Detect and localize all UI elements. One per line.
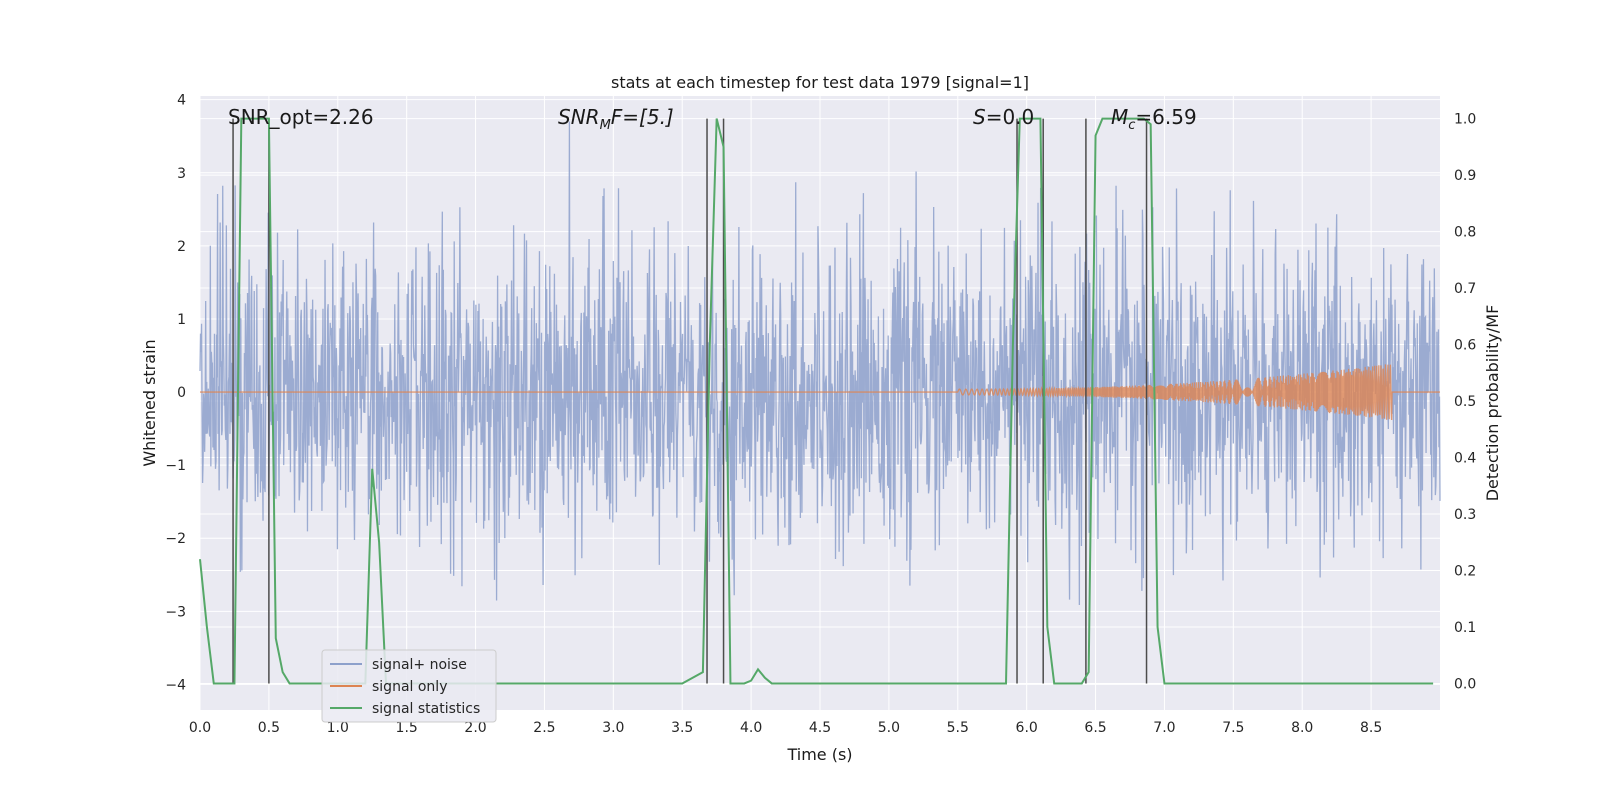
mc-value: =6.59 — [1135, 105, 1196, 129]
y-left-tick-label: 4 — [177, 93, 186, 109]
y-left-tick-label: −3 — [165, 604, 186, 620]
x-tick-label: 5.5 — [947, 720, 969, 736]
x-tick-label: 3.5 — [671, 720, 693, 736]
y-axis-right-label: Detection probability/MF — [1483, 305, 1502, 502]
y-right-tick-label: 0.7 — [1454, 281, 1476, 297]
annotation-s: S=0.0 — [973, 105, 1034, 129]
x-tick-label: 2.5 — [533, 720, 555, 736]
snr-mf-subscript: M — [600, 118, 611, 133]
snr-mf-symbol: SNR — [558, 105, 600, 129]
x-tick-label: 3.0 — [602, 720, 624, 736]
s-value: =0.0 — [986, 105, 1035, 129]
x-tick-label: 5.0 — [878, 720, 900, 736]
y-left-tick-label: −2 — [165, 531, 186, 547]
s-symbol: S — [973, 105, 986, 129]
y-right-tick-label: 1.0 — [1454, 112, 1476, 128]
x-tick-label: 4.0 — [740, 720, 762, 736]
y-left-tick-label: 3 — [177, 166, 186, 182]
y-left-tick-label: −4 — [165, 677, 186, 693]
x-tick-label: 4.5 — [809, 720, 831, 736]
series-signal-only — [200, 364, 1440, 421]
y-right-tick-label: 0.3 — [1454, 507, 1476, 523]
x-axis-label: Time (s) — [786, 745, 852, 764]
series-signal-statistics — [199, 117, 1434, 685]
x-tick-label: 8.5 — [1360, 720, 1382, 736]
annotation-snr-opt: SNR_opt=2.26 — [228, 105, 374, 129]
axes: 0.0 0.5 1.0 1.5 2.0 2.5 3.0 3.5 4.0 4.5 5.0 5.5 6.0 6… — [165, 93, 1476, 736]
x-tick-label: 7.5 — [1222, 720, 1244, 736]
y-right-tick-label: 0.4 — [1454, 451, 1476, 467]
y-right-tick-label: 0.8 — [1454, 225, 1476, 241]
series-signal-noise — [199, 121, 1441, 605]
snr-mf-value: F=[5.] — [611, 105, 674, 129]
annotation-mc: Mc=6.59 — [1111, 105, 1197, 133]
y-right-tick-label: 0.0 — [1454, 676, 1476, 692]
mc-symbol: M — [1111, 105, 1128, 129]
plot-area — [199, 117, 1441, 685]
y-right-tick-label: 0.5 — [1454, 394, 1476, 410]
y-right-tick-label: 0.9 — [1454, 168, 1476, 184]
legend-box — [321, 649, 497, 723]
x-tick-label: 0.5 — [258, 720, 280, 736]
y-left-tick-label: 0 — [177, 385, 186, 401]
legend-label-noise: signal+ noise — [372, 657, 467, 673]
x-tick-label: 0.0 — [189, 720, 211, 736]
x-tick-label: 8.0 — [1291, 720, 1313, 736]
x-tick-label: 2.0 — [464, 720, 486, 736]
annotation-snr-mf: SNRMF=[5.] — [558, 105, 674, 133]
y-left-tick-label: −1 — [165, 458, 186, 474]
x-tick-label: 1.5 — [396, 720, 418, 736]
y-left-tick-label: 1 — [177, 312, 186, 328]
y-axis-left-label: Whitened strain — [140, 339, 159, 466]
x-tick-label: 6.0 — [1016, 720, 1038, 736]
x-tick-label: 7.0 — [1153, 720, 1175, 736]
legend-label-stats: signal statistics — [372, 701, 480, 717]
legend: signal+ noise signal only signal statist… — [321, 649, 497, 723]
legend-label-signal: signal only — [372, 679, 447, 695]
chart-title: stats at each timestep for test data 197… — [611, 73, 1029, 92]
y-right-tick-label: 0.6 — [1454, 338, 1476, 354]
mc-subscript: c — [1128, 118, 1135, 133]
y-left-tick-label: 2 — [177, 239, 186, 255]
y-right-tick-label: 0.2 — [1454, 563, 1476, 579]
x-tick-label: 1.0 — [327, 720, 349, 736]
x-tick-label: 6.5 — [1084, 720, 1106, 736]
y-right-tick-label: 0.1 — [1454, 620, 1476, 636]
